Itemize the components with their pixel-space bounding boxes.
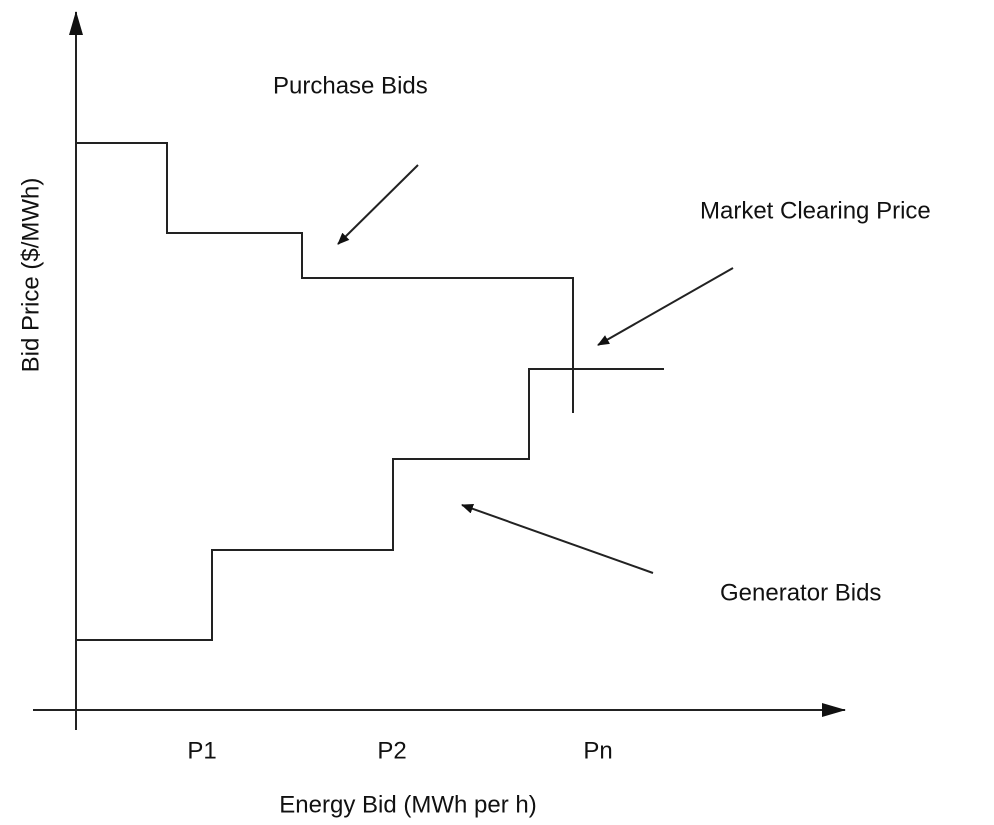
x-marker: P1	[187, 737, 216, 764]
generator-arrow	[461, 503, 654, 574]
purchase-arrow	[337, 164, 419, 245]
x-marker: P2	[377, 737, 406, 764]
purchase-curve	[76, 142, 574, 413]
label: Market Clearing Price	[700, 197, 931, 224]
y-axis-label: Bid Price ($/MWh)	[17, 178, 44, 373]
x-axis-label: Energy Bid (MWh per h)	[279, 791, 536, 818]
label: Purchase Bids	[273, 72, 428, 99]
generator-curve	[76, 368, 664, 641]
label: Generator Bids	[720, 579, 881, 606]
clearing-arrow	[597, 267, 734, 346]
x-marker: Pn	[583, 737, 612, 764]
